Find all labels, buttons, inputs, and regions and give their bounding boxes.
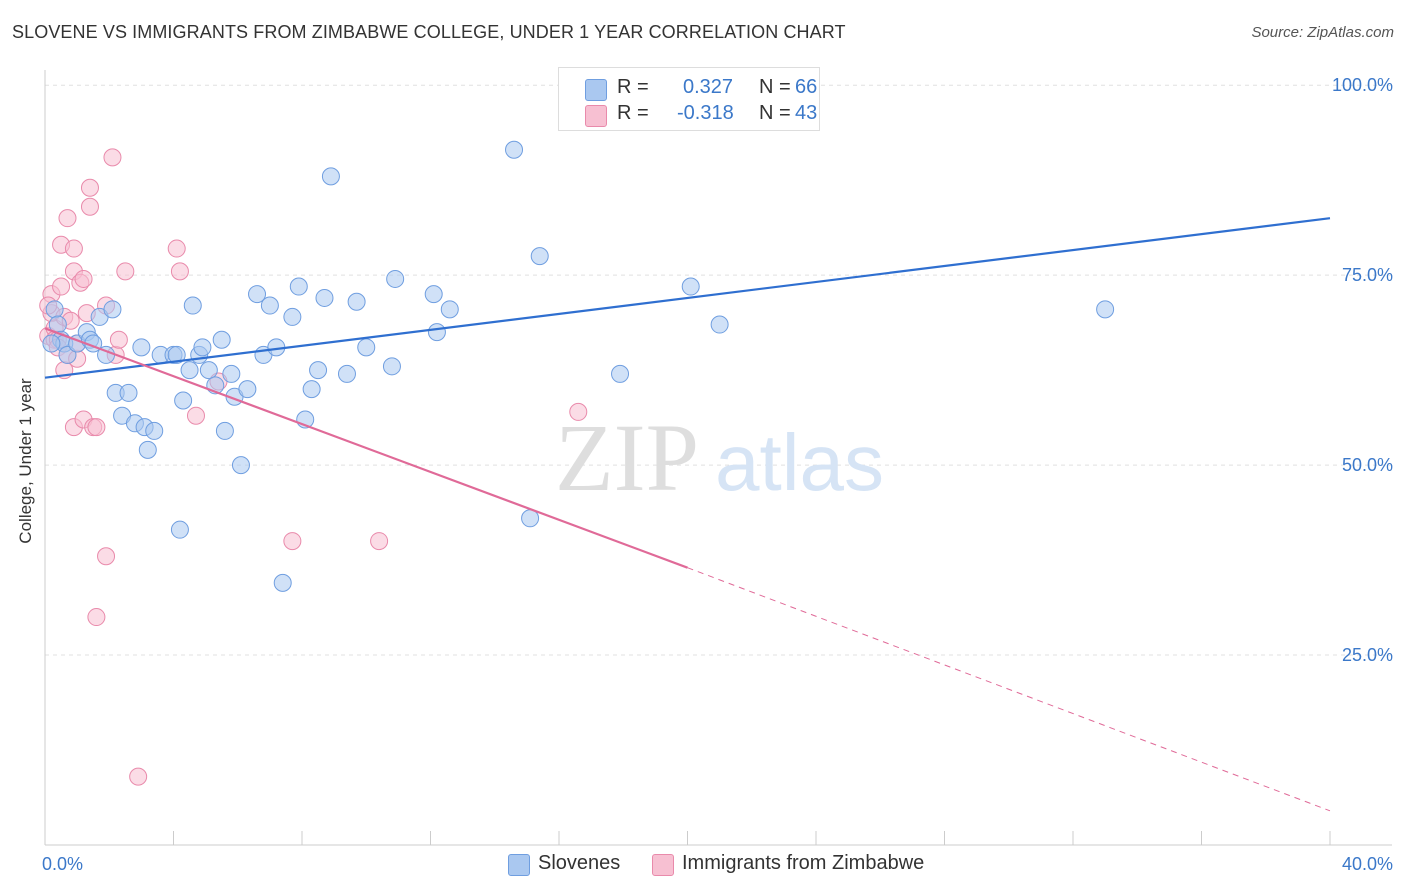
y-tick-label-50: 50.0% xyxy=(1342,455,1393,475)
legend-r-label: R = xyxy=(617,76,649,98)
axes xyxy=(44,70,1392,846)
slovenes-point xyxy=(1096,300,1115,319)
bottom-legend-label-zimbabwe: Immigrants from Zimbabwe xyxy=(682,852,925,874)
zimbabwe-point xyxy=(370,532,389,551)
series-zimbabwe-points xyxy=(39,148,588,786)
zimbabwe-point xyxy=(64,239,83,258)
x-tick-labels: 0.0% 40.0% xyxy=(42,854,1393,874)
slovenes-point xyxy=(347,292,366,311)
slovenes-point xyxy=(138,440,157,459)
slovenes-point xyxy=(183,296,202,315)
trend-line-zimbabwe xyxy=(44,327,688,569)
zimbabwe-point xyxy=(109,330,128,349)
x-tick-label-min: 0.0% xyxy=(42,854,83,874)
slovenes-point xyxy=(260,296,279,315)
slovenes-point xyxy=(199,361,218,380)
slovenes-point xyxy=(42,334,61,353)
zimbabwe-point xyxy=(569,402,588,421)
zimbabwe-point xyxy=(97,547,116,566)
slovenes-point xyxy=(273,573,292,592)
slovenes-point xyxy=(145,421,164,440)
zimbabwe-point xyxy=(80,178,99,197)
slovenes-point xyxy=(611,364,630,383)
slovenes-point xyxy=(231,456,250,475)
legend-r-value-slovenes: 0.327 xyxy=(683,76,734,98)
slovenes-point xyxy=(167,345,186,364)
legend-n-value-zimbabwe: 43 xyxy=(795,102,818,124)
bottom-legend-label-slovenes: Slovenes xyxy=(538,852,621,874)
bottom-legend-swatch-slovenes xyxy=(508,854,530,876)
zimbabwe-point xyxy=(186,406,205,425)
legend-swatch-slovenes xyxy=(585,79,607,101)
slovenes-point xyxy=(180,361,199,380)
slovenes-point xyxy=(530,247,549,266)
legend-n-label: N = xyxy=(759,76,791,98)
legend-n-value-slovenes: 66 xyxy=(795,76,818,98)
slovenes-point xyxy=(212,330,231,349)
zimbabwe-point xyxy=(116,262,135,281)
zimbabwe-point xyxy=(87,608,106,627)
slovenes-point xyxy=(132,338,151,357)
slovenes-point xyxy=(119,383,138,402)
gridlines xyxy=(45,84,1392,656)
zimbabwe-point xyxy=(103,148,122,167)
zimbabwe-point xyxy=(52,277,71,296)
slovenes-point xyxy=(681,277,700,296)
zimbabwe-point xyxy=(129,767,148,786)
zimbabwe-point xyxy=(170,262,189,281)
slovenes-point xyxy=(222,364,241,383)
legend-r-label: R = xyxy=(617,102,649,124)
trend-lines xyxy=(44,217,1331,812)
slovenes-point xyxy=(215,421,234,440)
slovenes-point xyxy=(440,300,459,319)
slovenes-point xyxy=(382,357,401,376)
correlation-legend: R = 0.327 N = 66 R = -0.318 N = 43 xyxy=(558,67,820,131)
slovenes-point xyxy=(321,167,340,186)
y-tick-label-100: 100.0% xyxy=(1332,75,1393,95)
x-tick-label-max: 40.0% xyxy=(1342,854,1393,874)
trend-line-zimbabwe-extension xyxy=(687,567,1331,812)
watermark-zip: ZIP xyxy=(555,404,699,511)
slovenes-point xyxy=(45,300,64,319)
series-slovenes-points xyxy=(42,72,1115,592)
zimbabwe-point xyxy=(283,532,302,551)
y-tick-label-25: 25.0% xyxy=(1342,645,1393,665)
zimbabwe-point xyxy=(74,269,93,288)
slovenes-point xyxy=(315,288,334,307)
trend-line-slovenes xyxy=(44,217,1331,379)
zimbabwe-point xyxy=(87,418,106,437)
slovenes-point xyxy=(710,315,729,334)
source-label: Source: ZipAtlas.com xyxy=(1251,24,1394,41)
slovenes-point xyxy=(357,338,376,357)
slovenes-point xyxy=(309,361,328,380)
slovenes-point xyxy=(283,307,302,326)
chart-title: SLOVENE VS IMMIGRANTS FROM ZIMBABWE COLL… xyxy=(12,22,846,42)
bottom-legend-swatch-zimbabwe xyxy=(652,854,674,876)
zimbabwe-point xyxy=(58,209,77,228)
slovenes-point xyxy=(337,364,356,383)
zimbabwe-point xyxy=(80,197,99,216)
slovenes-point xyxy=(427,323,446,342)
y-tick-labels: 25.0% 50.0% 75.0% 100.0% xyxy=(1332,75,1393,665)
slovenes-point xyxy=(289,277,308,296)
slovenes-point xyxy=(193,338,212,357)
legend-n-label: N = xyxy=(759,102,791,124)
slovenes-point xyxy=(248,285,267,304)
zimbabwe-point xyxy=(167,239,186,258)
slovenes-point xyxy=(174,391,193,410)
slovenes-point xyxy=(103,300,122,319)
slovenes-point xyxy=(424,285,443,304)
watermark: ZIP atlas xyxy=(555,404,884,511)
slovenes-point xyxy=(302,380,321,399)
watermark-atlas: atlas xyxy=(715,418,884,507)
slovenes-point xyxy=(170,520,189,539)
slovenes-point xyxy=(238,380,257,399)
legend-r-value-zimbabwe: -0.318 xyxy=(677,102,734,124)
legend-swatch-zimbabwe xyxy=(585,105,607,127)
slovenes-point xyxy=(505,140,524,159)
y-tick-label-75: 75.0% xyxy=(1342,265,1393,285)
y-axis-label: College, Under 1 year xyxy=(16,378,35,544)
slovenes-point xyxy=(386,269,405,288)
